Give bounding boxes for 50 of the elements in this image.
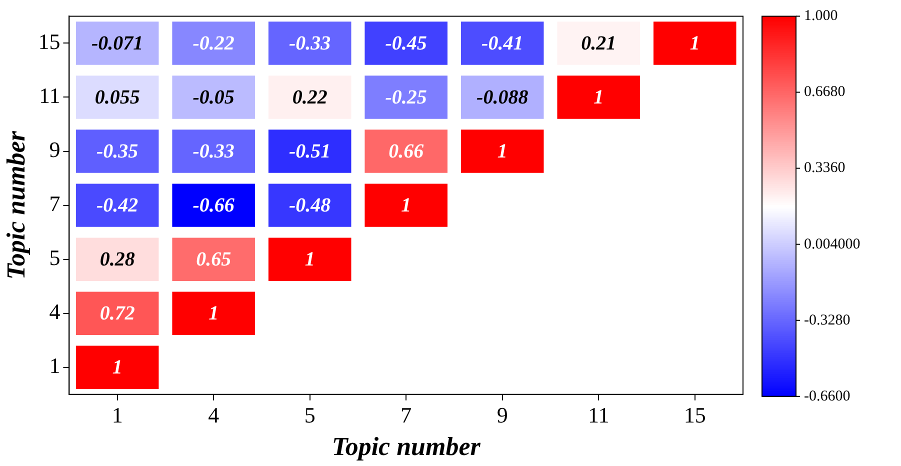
data-label: 0.22: [292, 86, 328, 108]
data-label: 1: [497, 140, 508, 162]
x-tick-label: 11: [588, 402, 610, 428]
data-label: 1: [401, 194, 412, 216]
x-tick-label: 4: [208, 402, 220, 428]
data-label: 0.21: [581, 32, 616, 54]
data-label: 1: [594, 86, 604, 108]
data-label: -0.66: [192, 194, 234, 216]
color-bar-label: 1.000: [804, 8, 838, 24]
x-tick-label: 9: [496, 402, 508, 428]
data-label: -0.22: [192, 32, 234, 54]
x-tick-label: 1: [112, 402, 123, 428]
color-bar-label: -0.6600: [804, 388, 850, 404]
data-label: 0.66: [388, 140, 424, 162]
color-bar-label: 0.3360: [804, 160, 846, 176]
color-bar-label: -0.3280: [804, 312, 850, 328]
data-label: -0.25: [385, 86, 427, 108]
data-label: 1: [208, 302, 219, 325]
data-label: -0.088: [476, 86, 528, 108]
data-label: 1: [304, 248, 315, 270]
y-tick-label: 5: [49, 245, 60, 270]
data-label: -0.33: [192, 140, 234, 162]
y-axis-title: Topic number: [1, 130, 30, 280]
data-label: 1: [112, 356, 122, 379]
data-label: -0.51: [289, 140, 331, 162]
x-tick-label: 15: [684, 402, 706, 428]
data-label: -0.05: [192, 86, 234, 108]
data-label: -0.35: [96, 140, 138, 162]
data-label: -0.33: [289, 32, 331, 54]
data-label: 0.65: [196, 248, 232, 270]
y-tick-label: 15: [38, 28, 60, 54]
x-tick-label: 5: [304, 402, 316, 428]
y-tick-label: 11: [39, 83, 60, 108]
color-bar-label: 0.004000: [804, 236, 860, 252]
data-label: -0.071: [91, 32, 144, 54]
color-bar-label: 0.6680: [804, 84, 846, 100]
data-label: -0.42: [96, 194, 138, 216]
y-tick-label: 1: [49, 353, 60, 378]
data-label: 0.72: [100, 302, 135, 325]
data-label: 1: [690, 32, 700, 54]
data-label: -0.41: [482, 32, 524, 54]
y-tick-label: 7: [49, 191, 60, 216]
y-tick-label: 9: [49, 137, 60, 162]
data-label: -0.48: [289, 194, 331, 216]
x-tick-label: 7: [400, 402, 412, 428]
data-label: 0.28: [100, 248, 135, 270]
data-label: -0.45: [385, 32, 427, 54]
y-tick-label: 4: [49, 299, 60, 324]
data-label: 0.055: [94, 86, 140, 108]
x-axis-title: Topic number: [332, 432, 482, 462]
